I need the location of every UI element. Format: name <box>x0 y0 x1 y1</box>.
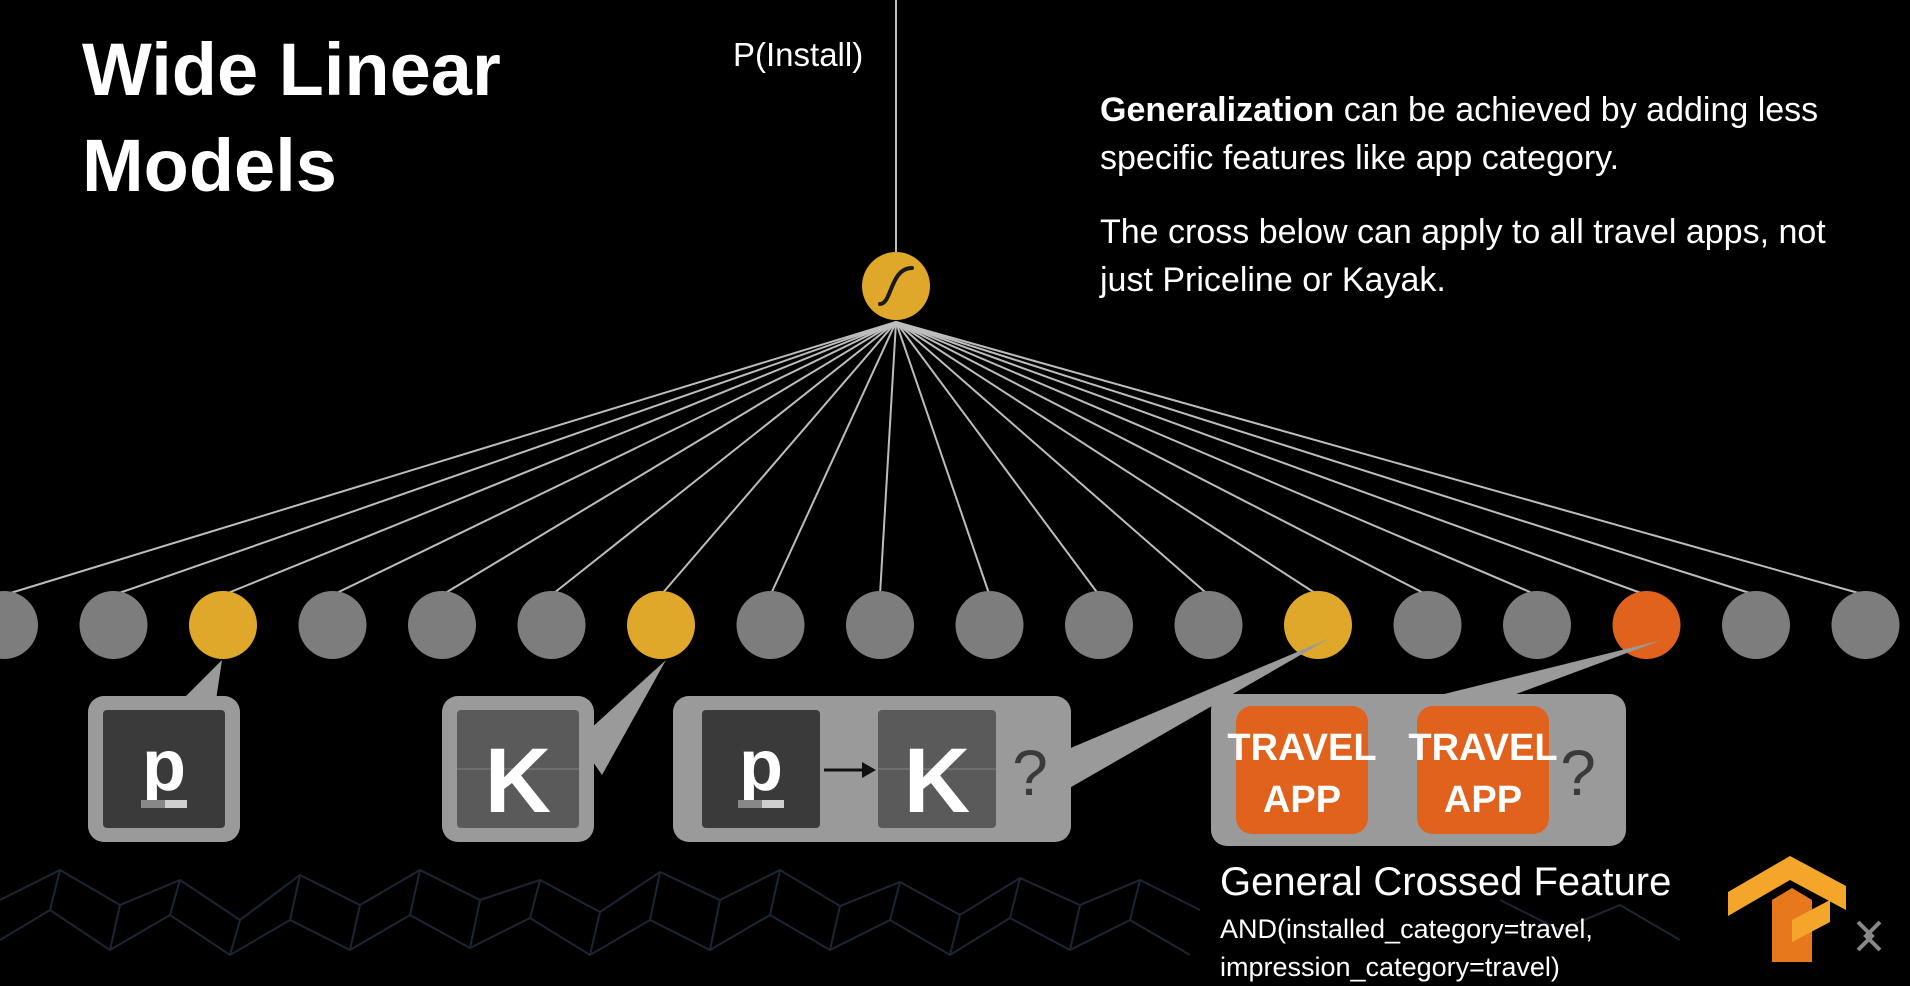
input-node-gray <box>1393 591 1462 659</box>
edge-6 <box>660 321 897 596</box>
input-node-gray <box>408 591 476 659</box>
input-node-orange <box>1612 591 1681 659</box>
description-paragraph-2: The cross below can apply to all travel … <box>1100 213 1826 299</box>
sigmoid-icon <box>878 266 914 306</box>
generalization-term: Generalization <box>1100 91 1335 129</box>
edge-4 <box>441 321 897 596</box>
input-node-gray <box>1065 591 1133 659</box>
input-node-gray <box>0 591 38 659</box>
edge-0 <box>3 321 897 596</box>
description: Generalization can be achieved by adding… <box>1100 86 1880 330</box>
edge-11 <box>895 321 1210 596</box>
tensorflow-logo-icon <box>1728 856 1846 962</box>
network-diagram: p K p K ? TRAVEL <box>0 0 1900 962</box>
input-node-gray <box>1503 591 1571 659</box>
travel-question-mark: ? <box>1560 737 1596 809</box>
description-paragraph-1: Generalization can be achieved by adding… <box>1100 86 1880 182</box>
title-line-2: Models <box>82 124 337 207</box>
output-node <box>862 252 930 320</box>
edges <box>3 321 1866 596</box>
input-node-gray <box>955 591 1024 659</box>
input-node-gray <box>298 591 367 659</box>
priceline-glyph: p <box>142 726 186 806</box>
edge-5 <box>550 321 897 596</box>
edge-14 <box>895 321 1538 596</box>
input-nodes <box>0 591 1900 659</box>
edge-7 <box>769 321 897 596</box>
input-node-yellow <box>1284 591 1352 659</box>
slide-title: Wide Linear Models <box>82 22 501 214</box>
input-node-gray <box>79 591 148 659</box>
description-p1-rest: can be achieved by adding less specific … <box>1100 91 1819 177</box>
travel-app-b-line2: APP <box>1444 779 1522 821</box>
kayak-glyph: K <box>485 730 551 832</box>
title-line-1: Wide Linear <box>82 28 501 111</box>
input-node-gray <box>517 591 586 659</box>
edge-12 <box>895 321 1319 596</box>
edge-1 <box>113 321 897 596</box>
feature-expression-line-2: impression_category=travel) <box>1220 952 1560 982</box>
edge-8 <box>879 321 897 596</box>
edge-15 <box>895 321 1647 596</box>
travel-app-b-line1: TRAVEL <box>1408 727 1557 769</box>
edge-10 <box>895 321 1100 596</box>
edge-17 <box>895 321 1866 596</box>
input-node-yellow <box>627 591 695 659</box>
feature-expression: AND(installed_category=travel, impressio… <box>1220 910 1593 986</box>
kayak-card: K <box>442 696 594 842</box>
cross-question-mark: ? <box>1012 737 1048 809</box>
edge-9 <box>895 321 991 596</box>
travel-cross-card: TRAVEL APP TRAVEL APP ? <box>1211 694 1626 846</box>
input-node-gray <box>846 591 914 659</box>
cross-card: p K ? <box>673 696 1071 842</box>
callout-tail-kayak <box>578 660 666 775</box>
priceline-card: p <box>88 696 240 842</box>
feature-name: General Crossed Feature <box>1220 860 1672 904</box>
callout-tail-travel <box>1420 640 1662 700</box>
travel-app-a-line2: APP <box>1263 779 1341 821</box>
background-mesh <box>0 868 1681 957</box>
edge-3 <box>332 321 897 596</box>
callout-tail-priceline <box>182 660 222 700</box>
cross-kayak-glyph: K <box>904 730 970 832</box>
edge-16 <box>895 321 1757 596</box>
google-cloud-watermark-icon <box>1856 920 1882 952</box>
input-node-gray <box>1174 591 1243 659</box>
cross-priceline-glyph: p <box>739 726 783 806</box>
edge-13 <box>895 321 1428 596</box>
input-node-gray <box>1722 591 1790 659</box>
feature-expression-line-1: AND(installed_category=travel, <box>1220 914 1593 944</box>
input-node-yellow <box>189 591 257 659</box>
travel-app-a-line1: TRAVEL <box>1227 727 1376 769</box>
callout-tail-cross <box>1066 638 1330 790</box>
input-node-gray <box>1831 591 1900 659</box>
input-node-gray <box>736 591 805 659</box>
output-label: P(Install) <box>733 36 864 73</box>
edge-2 <box>222 321 897 596</box>
